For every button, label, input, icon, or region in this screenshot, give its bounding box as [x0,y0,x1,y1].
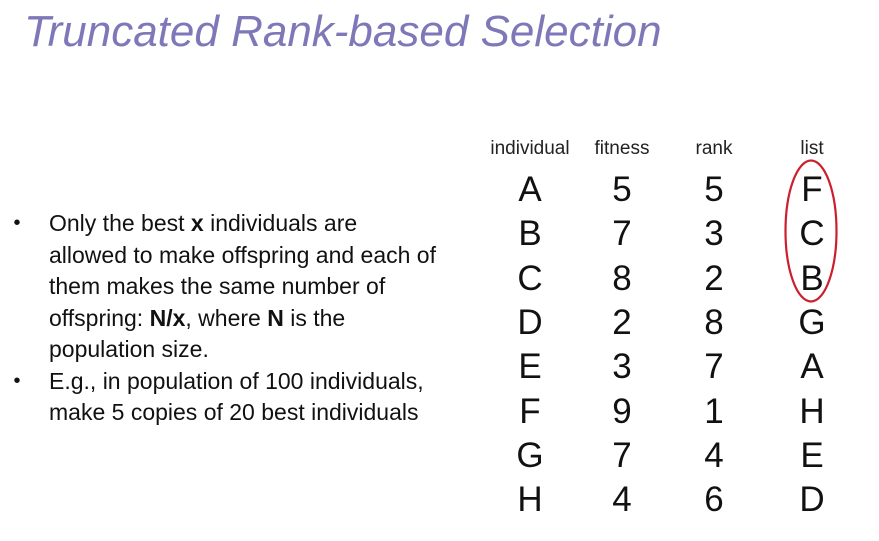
bullet-segment: is the population size. [49,304,346,363]
cell-rank: 4 [704,435,724,475]
bullet-segment: Only the best [49,210,191,236]
column-header-rank: rank [695,138,733,159]
bullet-marker: • [13,212,21,234]
table-row: A 5 5 F [0,170,879,210]
cell-individual: G [516,435,544,475]
table-row: B 7 3 C [0,214,879,254]
cell-individual: A [518,170,542,209]
cell-individual: E [518,347,542,387]
cell-list: A [800,347,824,387]
column-header-individual: individual [490,138,570,159]
cell-fitness: 9 [612,391,632,431]
bullet-list: • Only the best x individuals are allowe… [10,208,440,429]
cell-rank: 6 [704,480,724,520]
bullet-segment: , where [185,304,268,331]
cell-fitness: 5 [612,170,632,209]
column-header-fitness: fitness [594,138,650,159]
table-row: F 9 1 H [0,392,879,432]
table-row: H 4 6 D [0,480,879,520]
cell-rank: 2 [704,258,724,298]
table-row: G 7 4 E [0,436,879,476]
cell-fitness: 3 [612,347,632,387]
column-header-list: list [800,138,824,159]
cell-individual: C [517,258,543,298]
bullet-text: E.g., in population of 100 individuals, … [49,367,424,426]
cell-list: E [800,435,824,475]
table-row: D 2 8 G [0,303,879,343]
bullet-marker: • [13,369,21,392]
cell-fitness: 7 [612,435,632,475]
cell-rank: 5 [704,170,724,209]
cell-fitness: 7 [612,214,632,254]
bullet-segment-bold: x [190,210,204,236]
table-row: E 3 7 A [0,347,879,387]
cell-list: F [801,170,823,209]
cell-list: C [799,214,825,254]
bullet-segment-bold: N [267,304,284,331]
cell-fitness: 4 [612,480,632,520]
cell-fitness: 2 [612,302,632,342]
table-row: C 8 2 B [0,259,879,299]
bullet-item: • E.g., in population of 100 individuals… [10,366,440,429]
cell-fitness: 8 [612,258,632,298]
bullet-text: Only the best x individuals are allowed … [49,210,436,362]
cell-list: H [799,391,825,431]
cell-individual: H [517,480,543,520]
bullet-segment-bold: N/x [149,304,186,331]
cell-rank: 1 [704,391,724,431]
cell-list: G [798,302,826,342]
bullet-segment: individuals are allowed to make offsprin… [49,210,436,331]
cell-rank: 3 [704,214,724,254]
cell-list: D [799,480,825,520]
slide-title: Truncated Rank-based Selection [24,7,662,56]
cell-list: B [800,258,824,298]
cell-individual: B [518,214,542,254]
cell-individual: F [519,391,541,431]
table-header-row: individual fitness rank list [0,137,879,161]
cell-rank: 8 [704,302,724,342]
cell-rank: 7 [704,347,724,387]
bullet-item: • Only the best x individuals are allowe… [10,208,440,366]
cell-individual: D [517,302,543,342]
